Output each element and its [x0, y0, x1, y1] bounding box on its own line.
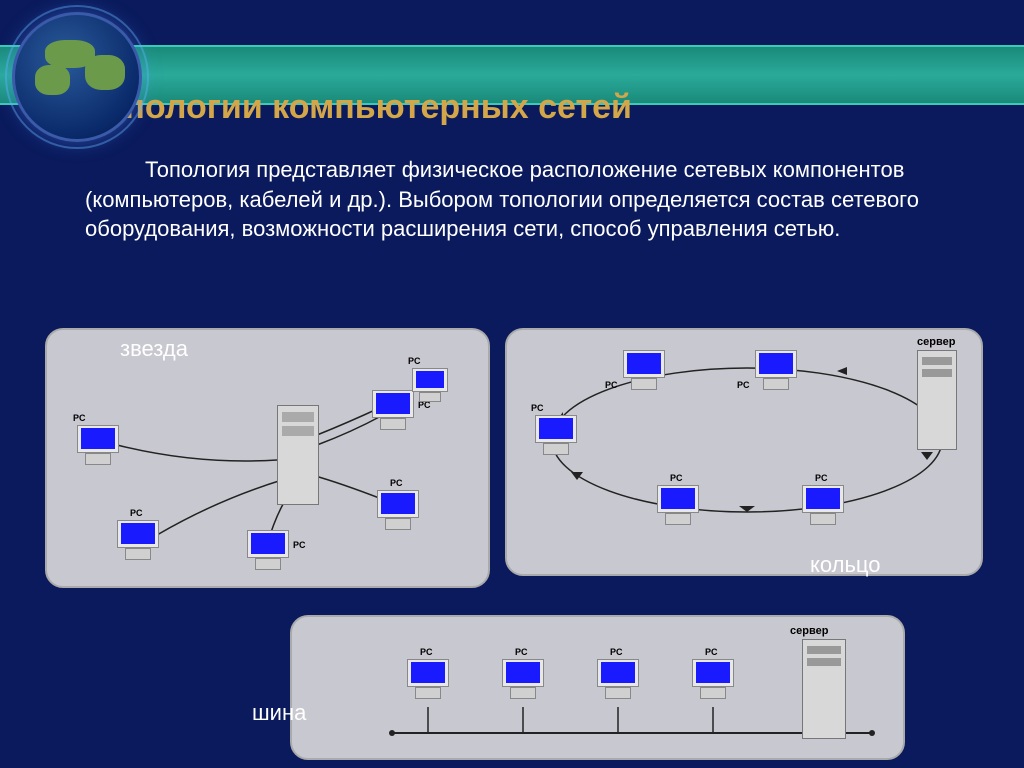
globe-icon: [12, 12, 142, 142]
pc-icon: [377, 490, 419, 530]
bus-label: шина: [252, 700, 312, 726]
pc-label: PC: [531, 403, 544, 413]
star-topology-diagram: PCPCPCPCPCPC: [45, 328, 490, 588]
pc-icon: [117, 520, 159, 560]
ring-label: кольцо: [810, 552, 881, 578]
pc-label: PC: [130, 508, 143, 518]
pc-icon: [372, 390, 414, 430]
pc-label: PC: [670, 473, 683, 483]
pc-label: PC: [705, 647, 718, 657]
pc-icon: [597, 659, 639, 699]
pc-icon: [657, 485, 699, 525]
pc-label: PC: [737, 380, 750, 390]
pc-label: PC: [420, 647, 433, 657]
ring-ellipse: [507, 330, 981, 574]
server-label: сервер: [917, 336, 955, 348]
pc-icon: [412, 368, 448, 402]
ring-topology-diagram: сервер PC PC PC PC PC: [505, 328, 983, 576]
server-icon: [917, 350, 957, 450]
pc-label: PC: [390, 478, 403, 488]
pc-icon: [535, 415, 577, 455]
pc-label: PC: [605, 380, 618, 390]
pc-icon: [77, 425, 119, 465]
pc-icon: [623, 350, 665, 390]
pc-icon: [802, 485, 844, 525]
pc-label: PC: [408, 356, 421, 366]
pc-label: PC: [610, 647, 623, 657]
pc-label: PC: [293, 540, 306, 550]
server-label: сервер: [790, 625, 828, 637]
server-icon: [802, 639, 846, 739]
page-title: Топологии компьютерных сетей: [85, 88, 632, 127]
pc-icon: [247, 530, 289, 570]
server-icon: [277, 405, 319, 505]
bus-topology-diagram: сервер PC PC PC PC: [290, 615, 905, 760]
pc-icon: [692, 659, 734, 699]
star-label: звезда: [120, 336, 188, 362]
pc-icon: [755, 350, 797, 390]
pc-label: PC: [815, 473, 828, 483]
pc-label: PC: [515, 647, 528, 657]
pc-icon: [407, 659, 449, 699]
pc-icon: [502, 659, 544, 699]
page-description: Топология представляет физическое распол…: [85, 155, 964, 244]
pc-label: PC: [73, 413, 86, 423]
